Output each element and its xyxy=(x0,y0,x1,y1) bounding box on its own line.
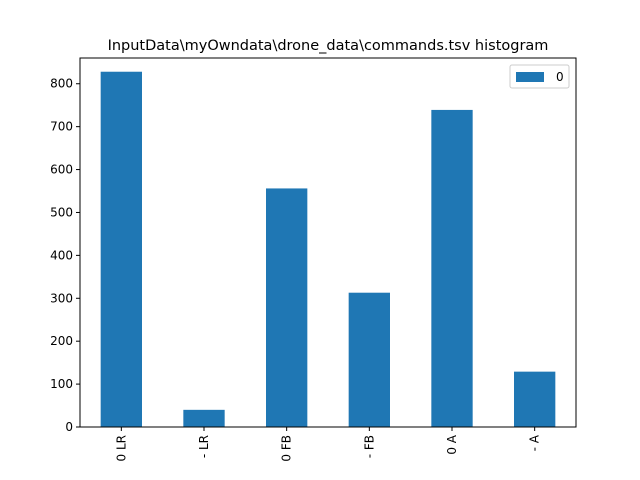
y-tick-label-0: 0 xyxy=(65,420,73,434)
x-tick-label-4: 0 A xyxy=(445,434,459,454)
bar-5 xyxy=(514,371,556,427)
bar-4 xyxy=(431,109,473,427)
bar-3 xyxy=(348,292,390,427)
x-tick-label-5: - A xyxy=(528,434,542,451)
bar-1 xyxy=(183,409,225,427)
x-tick-label-0: 0 LR xyxy=(114,435,128,461)
x-axis: 0 LR - LR 0 FB - FB 0 A - A xyxy=(114,427,542,462)
bar-0 xyxy=(100,71,142,428)
x-tick-label-1: - LR xyxy=(197,435,211,458)
chart-title: InputData\myOwndata\drone_data\commands.… xyxy=(108,38,549,54)
y-tick-label-8: 800 xyxy=(50,77,73,91)
y-tick-label-6: 600 xyxy=(50,163,73,177)
x-tick-label-3: - FB xyxy=(362,435,376,458)
y-tick-label-3: 300 xyxy=(50,291,73,305)
legend-swatch xyxy=(516,72,544,82)
bars-group xyxy=(100,71,556,428)
x-tick-label-2: 0 FB xyxy=(280,435,294,462)
y-tick-label-5: 500 xyxy=(50,205,73,219)
y-tick-label-4: 400 xyxy=(50,248,73,262)
y-tick-label-1: 100 xyxy=(50,377,73,391)
plot-frame xyxy=(79,57,577,428)
y-tick-label-2: 200 xyxy=(50,334,73,348)
y-axis: 0 100 200 300 400 500 600 700 800 xyxy=(50,77,80,434)
legend-label: 0 xyxy=(556,70,564,84)
legend: 0 xyxy=(509,64,570,89)
y-tick-label-7: 700 xyxy=(50,120,73,134)
bar-2 xyxy=(266,188,308,427)
